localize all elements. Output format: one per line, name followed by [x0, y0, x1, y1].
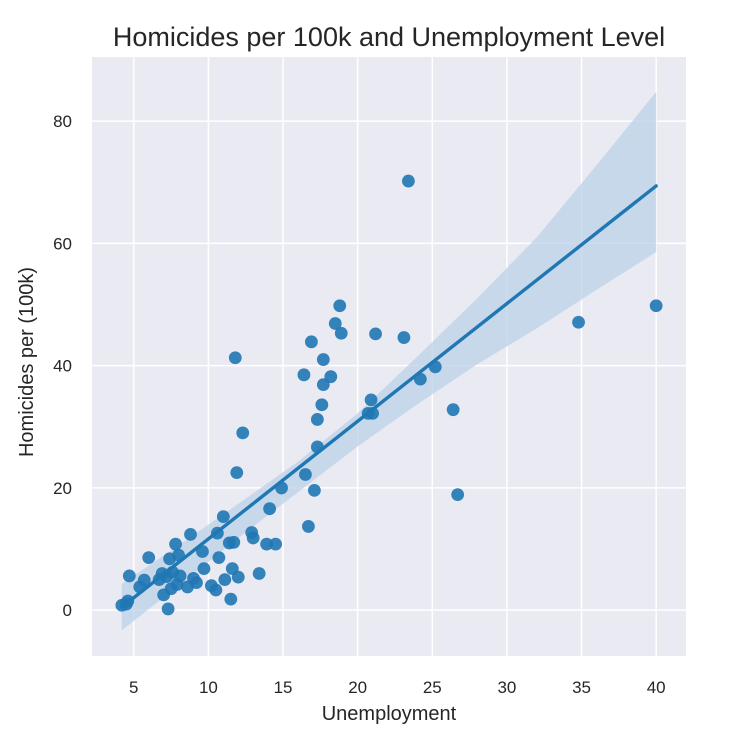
data-point	[328, 317, 342, 330]
data-point	[212, 551, 226, 564]
y-tick-label: 20	[53, 479, 72, 498]
x-tick-label: 35	[572, 678, 591, 697]
data-point	[231, 570, 245, 584]
x-tick-label: 40	[647, 678, 666, 697]
data-point	[209, 583, 223, 597]
data-point	[246, 531, 260, 545]
confidence-band	[121, 91, 657, 631]
y-tick-label: 0	[63, 601, 72, 620]
data-point	[451, 488, 465, 502]
data-point	[269, 537, 282, 551]
x-tick-label: 10	[199, 678, 218, 697]
data-point	[236, 426, 250, 440]
data-point	[122, 569, 136, 583]
data-point	[228, 351, 242, 365]
data-point	[364, 393, 378, 407]
x-tick-label: 30	[497, 678, 516, 697]
data-point	[218, 573, 232, 586]
y-tick-label: 60	[53, 234, 72, 253]
data-point	[315, 398, 329, 412]
data-point	[216, 510, 230, 524]
data-point	[196, 545, 209, 558]
y-tick-label: 80	[53, 112, 72, 131]
y-tick-label: 40	[53, 357, 72, 376]
x-tick-label: 20	[348, 678, 367, 697]
regression-line	[120, 184, 658, 609]
data-point	[307, 483, 321, 497]
data-point	[224, 592, 238, 606]
data-point	[649, 299, 663, 313]
data-point	[161, 602, 175, 616]
data-point	[263, 502, 277, 516]
data-point	[333, 299, 347, 313]
data-point	[324, 370, 338, 384]
data-points	[115, 174, 663, 616]
x-tick-label: 15	[274, 678, 293, 697]
y-axis-label: Homicides per (100k)	[16, 267, 38, 457]
data-point	[369, 327, 382, 341]
chart-title: Homicides per 100k and Unemployment Leve…	[113, 22, 665, 52]
data-point	[572, 315, 585, 329]
data-point	[310, 413, 324, 426]
data-point	[316, 353, 330, 366]
data-point	[252, 567, 266, 580]
data-point	[302, 520, 315, 533]
data-point	[230, 466, 244, 480]
data-point	[260, 537, 274, 551]
x-tick-label: 5	[129, 678, 138, 697]
data-point	[297, 368, 311, 382]
x-axis-ticks: 5 10 15 20 25 30 35 40	[129, 678, 666, 697]
data-point	[304, 335, 318, 349]
data-point	[397, 331, 411, 344]
data-point	[173, 569, 187, 583]
data-point	[137, 573, 151, 587]
data-point	[334, 326, 348, 340]
x-tick-label: 25	[423, 678, 442, 697]
data-point	[184, 527, 197, 541]
data-point	[227, 535, 241, 549]
data-point	[446, 403, 460, 417]
data-point	[169, 537, 182, 551]
data-point	[402, 174, 415, 188]
y-axis-ticks: 0 20 40 60 80	[53, 112, 72, 620]
data-point	[190, 576, 203, 590]
data-point	[197, 562, 211, 575]
data-point	[142, 551, 156, 564]
data-point	[299, 468, 312, 481]
x-axis-label: Unemployment	[322, 703, 457, 725]
